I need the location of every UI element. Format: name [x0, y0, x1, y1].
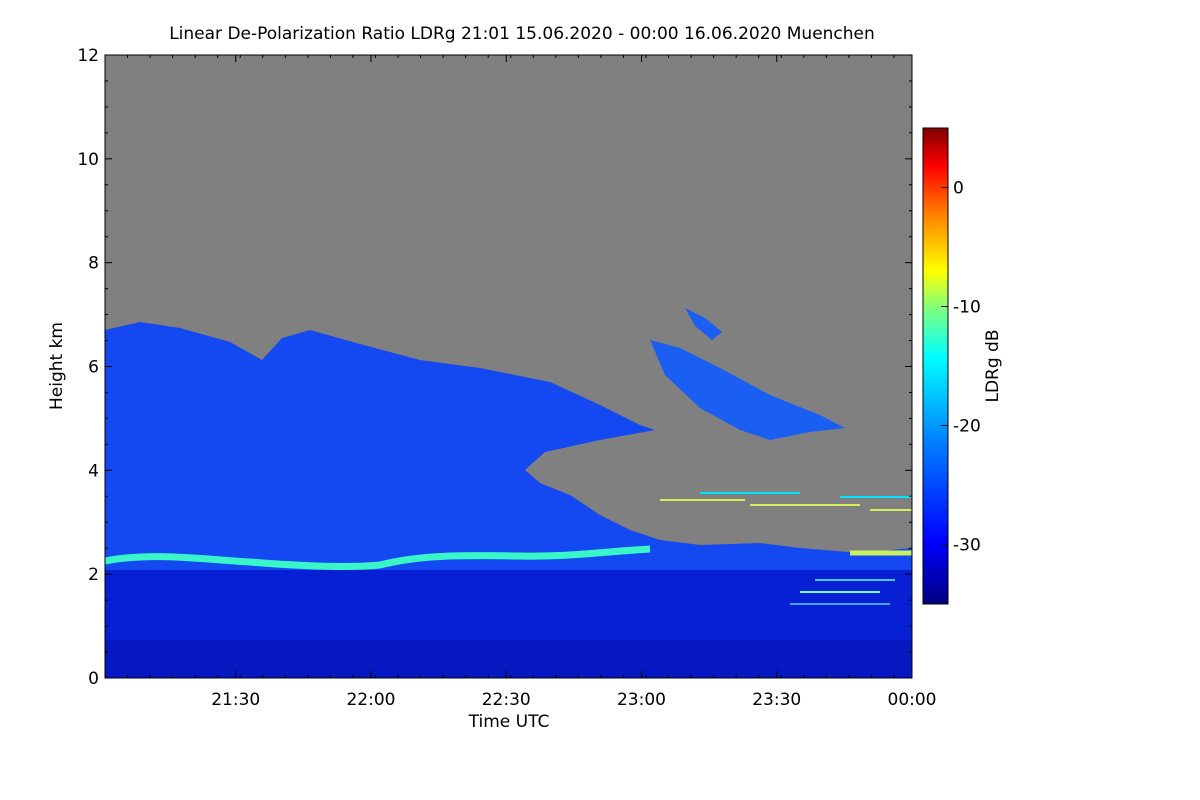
chart-title: Linear De-Polarization Ratio LDRg 21:01 …: [169, 24, 875, 44]
colorbar-ticks: 0 -10 -20 -30: [941, 179, 981, 556]
x-tick-label: 23:00: [617, 690, 666, 710]
x-tick-label: 22:30: [482, 690, 531, 710]
y-tick-label: 8: [88, 254, 99, 274]
x-tick-label: 00:00: [888, 690, 937, 710]
colorbar-tick-label: -20: [953, 417, 981, 437]
small-cloud: [685, 308, 722, 340]
plot-area: [105, 55, 912, 678]
colorbar: [922, 127, 949, 605]
colorbar-tick-label: 0: [953, 179, 964, 199]
x-axis-label: Time UTC: [468, 712, 550, 732]
y-tick-label: 4: [88, 461, 99, 481]
elevated-streaks: [660, 492, 912, 556]
y-tick-label: 2: [88, 565, 99, 585]
x-tick-label: 23:30: [752, 690, 801, 710]
y-tick-label: 10: [77, 150, 99, 170]
colorbar-tick-label: -30: [953, 536, 981, 556]
x-axis-ticks: 21:30 22:00 22:30 23:00 23:30 00:00: [127, 55, 937, 710]
y-tick-label: 6: [88, 358, 99, 378]
x-tick-label: 21:30: [211, 690, 260, 710]
colorbar-label: LDRg dB: [983, 329, 1003, 402]
near-ground-layer: [105, 640, 912, 678]
lower-right-streaks: [790, 579, 895, 605]
thin-cloud: [650, 340, 845, 440]
y-tick-label: 0: [88, 669, 99, 689]
x-tick-label: 22:00: [346, 690, 395, 710]
colorbar-tick-label: -10: [953, 298, 981, 318]
y-axis-ticks: 0 2 4 6 8 10 12: [77, 46, 912, 689]
y-axis-label: Height km: [47, 322, 67, 410]
boundary-layer-line: [105, 545, 651, 570]
y-tick-label: 12: [77, 46, 99, 66]
